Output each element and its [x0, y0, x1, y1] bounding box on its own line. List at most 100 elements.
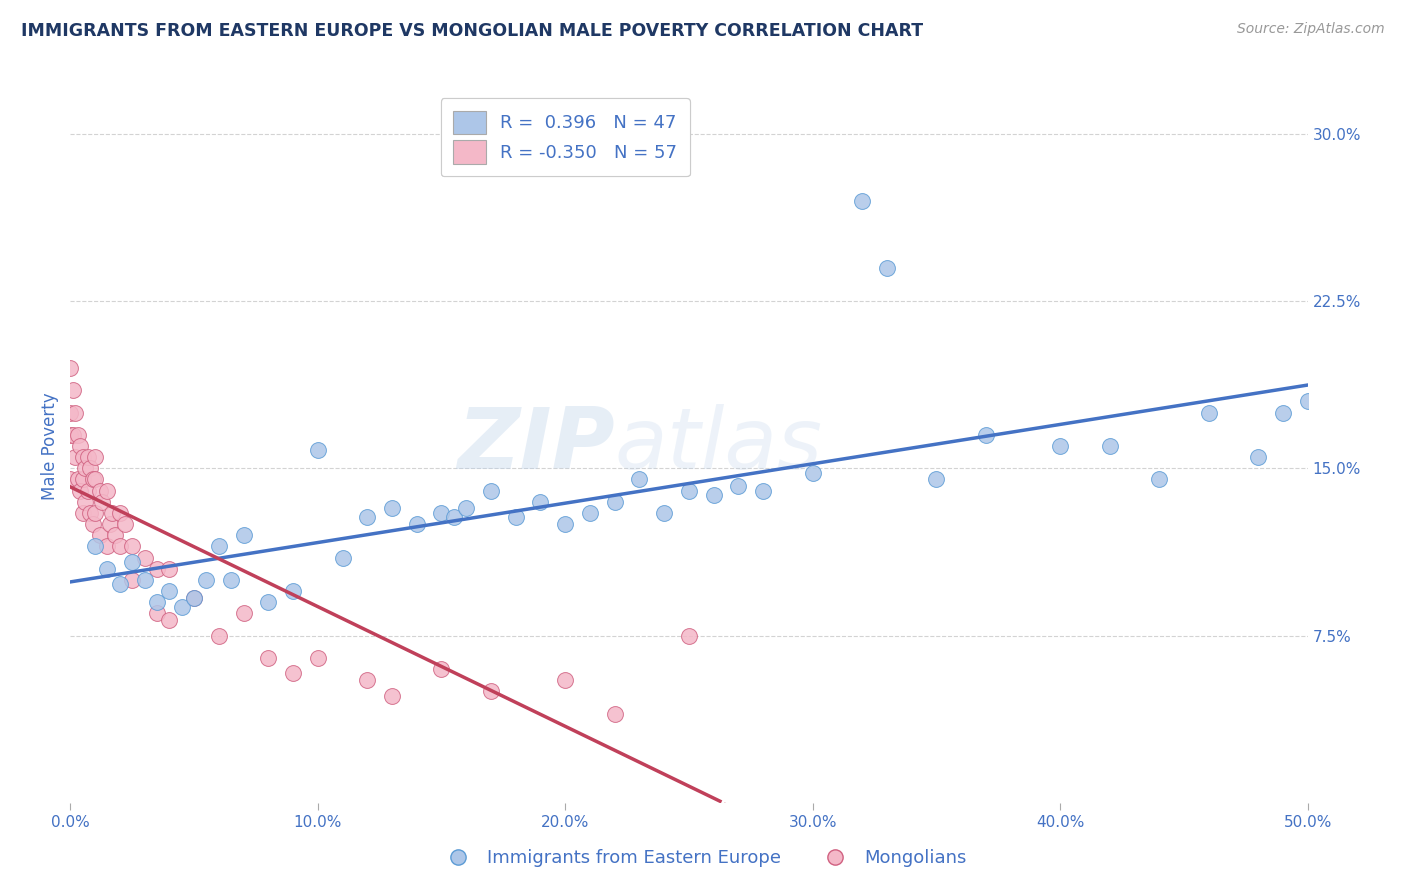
Point — [59, 473, 82, 487]
Point — [925, 473, 948, 487]
Point — [479, 483, 502, 498]
Point — [72, 450, 94, 464]
Point — [356, 510, 378, 524]
Point — [79, 506, 101, 520]
Point — [96, 539, 118, 553]
Point — [281, 666, 304, 681]
Point — [59, 405, 82, 419]
Point — [89, 528, 111, 542]
Point — [232, 607, 254, 621]
Point — [134, 573, 156, 587]
Text: IMMIGRANTS FROM EASTERN EUROPE VS MONGOLIAN MALE POVERTY CORRELATION CHART: IMMIGRANTS FROM EASTERN EUROPE VS MONGOL… — [21, 22, 924, 40]
Point — [678, 628, 700, 642]
Point — [72, 473, 94, 487]
Point — [121, 539, 143, 553]
Text: ZIP: ZIP — [457, 404, 614, 488]
Point — [183, 591, 205, 605]
Point — [146, 562, 169, 576]
Point — [66, 473, 89, 487]
Point — [101, 506, 124, 520]
Point — [76, 450, 98, 464]
Text: atlas: atlas — [614, 404, 823, 488]
Point — [108, 539, 131, 553]
Point — [79, 461, 101, 475]
Point — [108, 506, 131, 520]
Point — [332, 550, 354, 565]
Point — [232, 528, 254, 542]
Point — [84, 506, 107, 520]
Point — [307, 443, 329, 458]
Point — [1098, 439, 1121, 453]
Point — [65, 450, 87, 464]
Point — [82, 473, 104, 487]
Point — [84, 450, 107, 464]
Point — [603, 706, 626, 721]
Point — [59, 360, 82, 375]
Point — [146, 607, 169, 621]
Point — [96, 562, 118, 576]
Point — [1049, 439, 1071, 453]
Point — [65, 405, 87, 419]
Point — [307, 651, 329, 665]
Point — [529, 494, 551, 508]
Point — [157, 562, 180, 576]
Point — [108, 577, 131, 591]
Point — [1271, 405, 1294, 419]
Point — [121, 573, 143, 587]
Point — [554, 673, 576, 687]
Point — [381, 689, 404, 703]
Point — [1296, 394, 1319, 409]
Point — [1147, 473, 1170, 487]
Point — [876, 260, 898, 275]
Point — [96, 483, 118, 498]
Point — [505, 510, 527, 524]
Point — [456, 501, 478, 516]
Point — [66, 427, 89, 442]
Point — [84, 473, 107, 487]
Point — [281, 583, 304, 598]
Point — [628, 473, 651, 487]
Point — [579, 506, 602, 520]
Point — [381, 501, 404, 516]
Point — [678, 483, 700, 498]
Point — [603, 494, 626, 508]
Point — [104, 528, 127, 542]
Point — [195, 573, 218, 587]
Point — [121, 555, 143, 569]
Text: Source: ZipAtlas.com: Source: ZipAtlas.com — [1237, 22, 1385, 37]
Point — [134, 550, 156, 565]
Point — [62, 384, 84, 398]
Point — [652, 506, 675, 520]
Point — [62, 427, 84, 442]
Point — [430, 506, 453, 520]
Point — [443, 510, 465, 524]
Point — [75, 461, 97, 475]
Point — [974, 427, 997, 442]
Point — [479, 684, 502, 698]
Legend: R =  0.396   N = 47, R = -0.350   N = 57: R = 0.396 N = 47, R = -0.350 N = 57 — [440, 98, 690, 177]
Point — [752, 483, 775, 498]
Point — [82, 516, 104, 531]
Point — [84, 539, 107, 553]
Point — [851, 194, 873, 208]
Point — [257, 595, 280, 609]
Point — [1247, 450, 1270, 464]
Point — [72, 506, 94, 520]
Point — [554, 516, 576, 531]
Point — [69, 439, 91, 453]
Point — [98, 516, 121, 531]
Point — [219, 573, 242, 587]
Point — [405, 516, 427, 531]
Point — [801, 466, 824, 480]
Point — [257, 651, 280, 665]
Y-axis label: Male Poverty: Male Poverty — [41, 392, 59, 500]
Point — [208, 539, 231, 553]
Point — [75, 494, 97, 508]
Point — [183, 591, 205, 605]
Point — [430, 662, 453, 676]
Point — [157, 613, 180, 627]
Point — [208, 628, 231, 642]
Point — [356, 673, 378, 687]
Point — [76, 483, 98, 498]
Legend: Immigrants from Eastern Europe, Mongolians: Immigrants from Eastern Europe, Mongolia… — [433, 842, 973, 874]
